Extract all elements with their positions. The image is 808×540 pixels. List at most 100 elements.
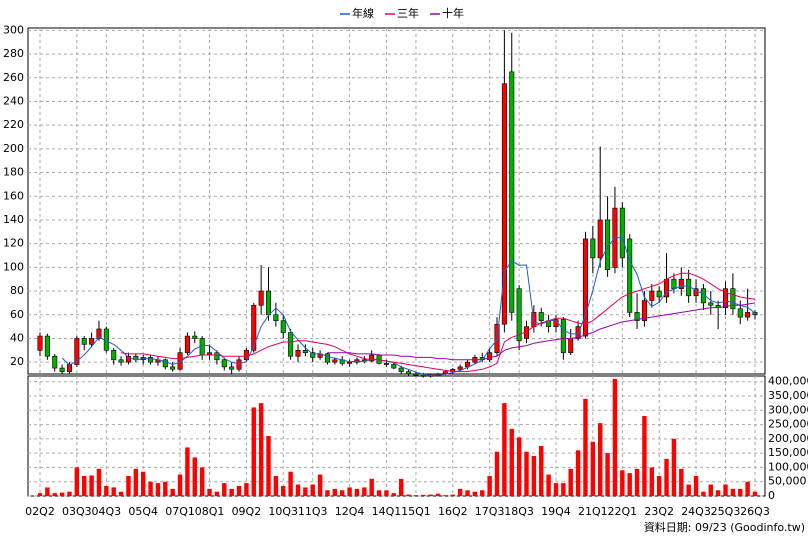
candle-body (627, 238, 633, 313)
volume-bar (561, 483, 566, 496)
y2-tick-label: 150,000 (768, 446, 808, 459)
x-tick-label: 18Q3 (504, 505, 534, 518)
volume-bar (450, 494, 455, 496)
volume-bar (413, 495, 419, 496)
candle-body (96, 328, 102, 339)
volume-bar (140, 471, 146, 496)
candle-body (81, 338, 87, 345)
volume-bar (340, 490, 345, 496)
candle-body (406, 371, 412, 375)
volume-bar (376, 490, 382, 496)
candle-body (568, 338, 574, 353)
volume-bar (192, 457, 198, 496)
candle-body (383, 363, 389, 365)
volume-bar (516, 437, 522, 496)
x-tick-label: 17Q3 (475, 505, 505, 518)
volume-bar (295, 484, 301, 496)
volume-bar (207, 488, 212, 496)
y-tick-label: 260 (3, 71, 24, 84)
candle-body (192, 335, 198, 339)
y-tick-label: 180 (3, 166, 24, 179)
volume-bar (126, 476, 131, 496)
volume-bar (369, 478, 374, 496)
volume-bar (546, 474, 551, 496)
candle-body (288, 332, 294, 357)
volume-bar (642, 416, 647, 496)
volume-bar (317, 474, 323, 496)
volume-bar (362, 487, 367, 496)
candle-body (723, 288, 729, 308)
y2-tick-label: 100,000 (768, 460, 808, 473)
candle-body (509, 71, 515, 313)
ma-line (327, 302, 756, 361)
volume-bar (303, 487, 308, 496)
volume-bar (391, 493, 397, 496)
volume-bar (170, 488, 175, 496)
volume-bar (45, 487, 50, 496)
volume-bar (480, 490, 485, 496)
y2-tick-label: 350,000 (768, 389, 808, 402)
volume-bar (67, 491, 72, 496)
candle-body (575, 326, 581, 339)
ma-line (121, 272, 756, 373)
candle-body (52, 355, 58, 369)
volume-bar (649, 467, 655, 496)
candle-body (398, 367, 404, 372)
candle-body (730, 288, 736, 310)
volume-bar (89, 475, 94, 496)
volume-bar (568, 468, 573, 496)
x-tick-label: 25Q3 (711, 505, 741, 518)
x-tick-label: 04Q3 (92, 505, 122, 518)
candle-body (221, 359, 227, 368)
volume-bar (428, 494, 433, 496)
candle-body (560, 319, 566, 353)
x-tick-label: 26Q3 (740, 505, 770, 518)
x-tick-label: 02Q2 (25, 505, 55, 518)
candle-body (605, 219, 611, 271)
volume-bar (583, 398, 588, 496)
volume-bar (59, 492, 65, 496)
candle-body (302, 350, 308, 353)
volume-bar (82, 476, 87, 496)
y2-tick-label: 250,000 (768, 418, 808, 431)
candle-body (361, 359, 367, 362)
candle-body (347, 361, 353, 364)
candle-body (214, 352, 220, 361)
candle-body (295, 350, 301, 357)
candle-body (737, 308, 743, 318)
y2-tick-label: 0 (768, 489, 775, 502)
candle-body (118, 359, 124, 363)
candle-body (641, 300, 647, 321)
candle-body (376, 354, 382, 364)
volume-bar (715, 490, 721, 496)
volume-bar (251, 407, 256, 496)
volume-bar (686, 484, 691, 496)
volume-bar (605, 453, 610, 496)
y-tick-label: 20 (10, 355, 24, 368)
volume-bar (575, 450, 581, 496)
volume-bar (509, 428, 514, 496)
volume-bar (281, 486, 286, 496)
source-note: 資料日期: 09/23 (Goodinfo.tw) (644, 520, 805, 534)
volume-bar (443, 495, 448, 496)
volume-bar (332, 488, 338, 496)
y2-tick-label: 400,000 (768, 375, 808, 388)
volume-bar (539, 446, 544, 496)
volume-bar (354, 488, 360, 496)
x-tick-label: 21Q1 (578, 505, 608, 518)
x-tick-label: 24Q3 (681, 505, 711, 518)
volume-bar (406, 494, 411, 496)
volume-bar (273, 476, 279, 496)
volume-bar (163, 481, 168, 496)
candle-body (324, 353, 330, 363)
volume-bar (421, 494, 426, 496)
volume-bar (229, 488, 234, 496)
candle-body (391, 364, 397, 369)
volume-bar (745, 481, 750, 496)
volume-bar (502, 403, 507, 496)
candle-body (184, 335, 190, 353)
volume-bar (111, 487, 116, 496)
volume-bar (730, 488, 736, 496)
volume-bar (288, 471, 293, 496)
